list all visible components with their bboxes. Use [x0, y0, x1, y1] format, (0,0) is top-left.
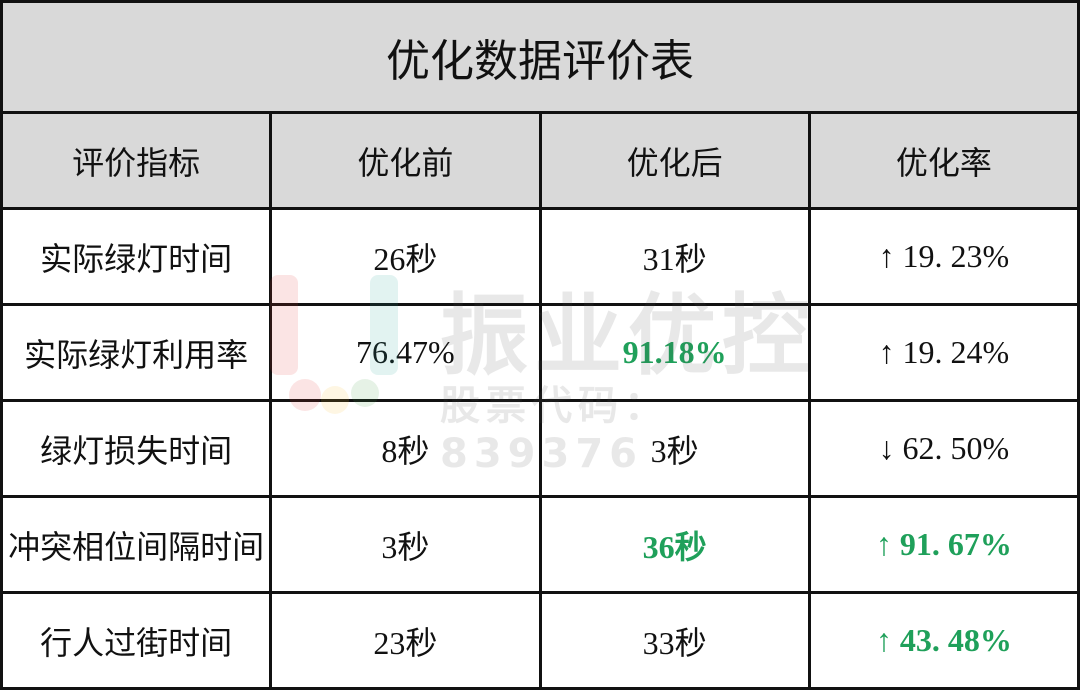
header-before: 优化前 — [269, 111, 542, 210]
metric-cell: 行人过街时间 — [0, 591, 273, 690]
table-row: 行人过街时间 23秒 33秒 ↑ 43. 48% — [0, 591, 1080, 690]
before-cell: 76.47% — [269, 303, 542, 402]
after-cell: 33秒 — [538, 591, 811, 690]
header-metric: 评价指标 — [0, 111, 273, 210]
before-cell: 3秒 — [269, 495, 542, 594]
before-cell: 23秒 — [269, 591, 542, 690]
rate-cell: ↑ 43. 48% — [807, 591, 1080, 690]
after-cell: 31秒 — [538, 207, 811, 306]
header-rate: 优化率 — [807, 111, 1080, 210]
before-cell: 8秒 — [269, 399, 542, 498]
rate-cell: ↑ 91. 67% — [807, 495, 1080, 594]
table-row: 实际绿灯利用率 76.47% 91.18% ↑ 19. 24% — [0, 303, 1080, 402]
rate-cell: ↓ 62. 50% — [807, 399, 1080, 498]
after-cell: 91.18% — [538, 303, 811, 402]
after-cell: 36秒 — [538, 495, 811, 594]
header-after: 优化后 — [538, 111, 811, 210]
table-row: 实际绿灯时间 26秒 31秒 ↑ 19. 23% — [0, 207, 1080, 306]
header-row: 评价指标 优化前 优化后 优化率 — [0, 111, 1080, 210]
metric-cell: 绿灯损失时间 — [0, 399, 273, 498]
rate-cell: ↑ 19. 24% — [807, 303, 1080, 402]
metric-cell: 冲突相位间隔时间 — [0, 495, 273, 594]
after-cell: 3秒 — [538, 399, 811, 498]
metric-cell: 实际绿灯时间 — [0, 207, 273, 306]
rate-cell: ↑ 19. 23% — [807, 207, 1080, 306]
metric-cell: 实际绿灯利用率 — [0, 303, 273, 402]
before-cell: 26秒 — [269, 207, 542, 306]
table-row: 冲突相位间隔时间 3秒 36秒 ↑ 91. 67% — [0, 495, 1080, 594]
table-row: 绿灯损失时间 8秒 3秒 ↓ 62. 50% — [0, 399, 1080, 498]
table-title: 优化数据评价表 — [0, 0, 1080, 114]
